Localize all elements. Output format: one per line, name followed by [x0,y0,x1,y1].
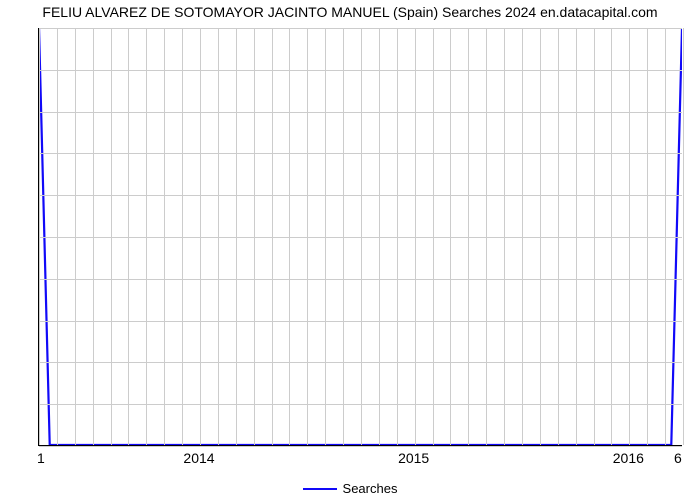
gridline-v [576,28,577,445]
gridline-v [272,28,273,445]
gridline-v [128,28,129,445]
gridline-v [558,28,559,445]
gridline-v [361,28,362,445]
gridline-v [683,28,684,445]
gridline-v [200,28,201,445]
gridline-v [486,28,487,445]
gridline-v [325,28,326,445]
gridline-v [39,28,40,445]
x-tick-label: 2015 [398,450,429,466]
legend-label: Searches [343,481,398,496]
gridline-v [307,28,308,445]
gridline-v [289,28,290,445]
gridline-v [164,28,165,445]
legend-line-swatch [303,488,337,490]
y-tick-label: 0 [0,438,28,454]
gridline-v [594,28,595,445]
gridline-v [468,28,469,445]
y-tick-label: 2 [0,20,28,36]
gridline-v [522,28,523,445]
gridline-v [415,28,416,445]
gridline-v [629,28,630,445]
gridline-v [379,28,380,445]
gridline-v [397,28,398,445]
gridline-v [236,28,237,445]
gridline-v [75,28,76,445]
gridline-v [343,28,344,445]
gridline-v [611,28,612,445]
gridline-v [254,28,255,445]
y-tick-label: 1 [0,229,28,245]
gridline-v [111,28,112,445]
corner-num-bl: 1 [37,450,45,466]
gridline-v [218,28,219,445]
chart-title: FELIU ALVAREZ DE SOTOMAYOR JACINTO MANUE… [0,4,700,20]
legend: Searches [0,481,700,496]
x-tick-label: 2014 [183,450,214,466]
gridline-h [39,446,682,447]
corner-num-br: 6 [674,450,682,466]
gridline-v [665,28,666,445]
gridline-v [450,28,451,445]
gridline-v [146,28,147,445]
x-tick-label: 2016 [613,450,644,466]
gridline-v [57,28,58,445]
gridline-v [504,28,505,445]
chart-plot-area [38,28,682,446]
gridline-v [433,28,434,445]
gridline-v [182,28,183,445]
gridline-v [93,28,94,445]
gridline-v [647,28,648,445]
gridline-v [540,28,541,445]
chart-title-text: FELIU ALVAREZ DE SOTOMAYOR JACINTO MANUE… [42,4,657,20]
